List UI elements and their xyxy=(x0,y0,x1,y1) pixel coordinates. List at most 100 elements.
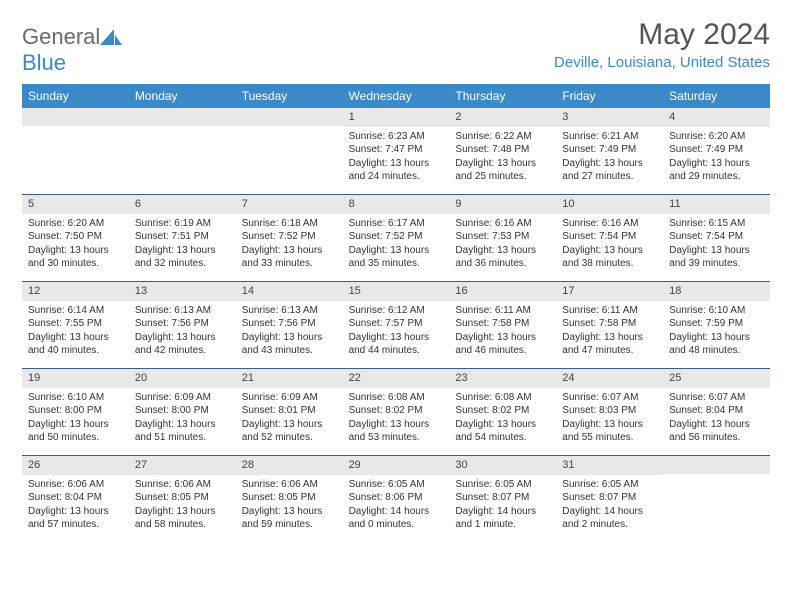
calendar-cell: 7Sunrise: 6:18 AMSunset: 7:52 PMDaylight… xyxy=(236,195,343,281)
calendar: SundayMondayTuesdayWednesdayThursdayFrid… xyxy=(22,84,770,542)
day-details: Sunrise: 6:12 AMSunset: 7:57 PMDaylight:… xyxy=(343,301,450,362)
day-details: Sunrise: 6:05 AMSunset: 8:06 PMDaylight:… xyxy=(343,475,450,536)
day-details: Sunrise: 6:21 AMSunset: 7:49 PMDaylight:… xyxy=(556,127,663,188)
weekday-header: Friday xyxy=(556,84,663,108)
calendar-week-row: 26Sunrise: 6:06 AMSunset: 8:04 PMDayligh… xyxy=(22,455,770,542)
day-details: Sunrise: 6:14 AMSunset: 7:55 PMDaylight:… xyxy=(22,301,129,362)
calendar-cell: 30Sunrise: 6:05 AMSunset: 8:07 PMDayligh… xyxy=(449,456,556,542)
calendar-cell: 20Sunrise: 6:09 AMSunset: 8:00 PMDayligh… xyxy=(129,369,236,455)
weekday-header: Thursday xyxy=(449,84,556,108)
day-number: 6 xyxy=(129,195,236,214)
day-number: 3 xyxy=(556,108,663,127)
day-details: Sunrise: 6:11 AMSunset: 7:58 PMDaylight:… xyxy=(449,301,556,362)
day-number: 5 xyxy=(22,195,129,214)
weekday-header: Tuesday xyxy=(236,84,343,108)
day-number: 29 xyxy=(343,456,450,475)
day-details: Sunrise: 6:20 AMSunset: 7:50 PMDaylight:… xyxy=(22,214,129,275)
day-details: Sunrise: 6:06 AMSunset: 8:05 PMDaylight:… xyxy=(129,475,236,536)
day-number: 31 xyxy=(556,456,663,475)
calendar-cell-empty xyxy=(129,108,236,194)
calendar-cell: 28Sunrise: 6:06 AMSunset: 8:05 PMDayligh… xyxy=(236,456,343,542)
calendar-cell: 6Sunrise: 6:19 AMSunset: 7:51 PMDaylight… xyxy=(129,195,236,281)
day-details xyxy=(129,126,236,186)
calendar-cell-empty xyxy=(22,108,129,194)
day-details: Sunrise: 6:15 AMSunset: 7:54 PMDaylight:… xyxy=(663,214,770,275)
day-number: 13 xyxy=(129,282,236,301)
day-number: 7 xyxy=(236,195,343,214)
calendar-cell: 4Sunrise: 6:20 AMSunset: 7:49 PMDaylight… xyxy=(663,108,770,194)
calendar-cell-empty xyxy=(663,456,770,542)
title-block: May 2024 Deville, Louisiana, United Stat… xyxy=(554,18,770,71)
calendar-cell: 15Sunrise: 6:12 AMSunset: 7:57 PMDayligh… xyxy=(343,282,450,368)
logo-sail-icon xyxy=(100,29,122,47)
calendar-week-row: 1Sunrise: 6:23 AMSunset: 7:47 PMDaylight… xyxy=(22,108,770,194)
day-number: 24 xyxy=(556,369,663,388)
day-number: 10 xyxy=(556,195,663,214)
day-number: 20 xyxy=(129,369,236,388)
day-number: 2 xyxy=(449,108,556,127)
day-details: Sunrise: 6:08 AMSunset: 8:02 PMDaylight:… xyxy=(343,388,450,449)
calendar-cell: 1Sunrise: 6:23 AMSunset: 7:47 PMDaylight… xyxy=(343,108,450,194)
day-number: 28 xyxy=(236,456,343,475)
calendar-cell: 16Sunrise: 6:11 AMSunset: 7:58 PMDayligh… xyxy=(449,282,556,368)
calendar-cell: 22Sunrise: 6:08 AMSunset: 8:02 PMDayligh… xyxy=(343,369,450,455)
day-number: 25 xyxy=(663,369,770,388)
calendar-cell: 31Sunrise: 6:05 AMSunset: 8:07 PMDayligh… xyxy=(556,456,663,542)
day-number: 21 xyxy=(236,369,343,388)
calendar-week-row: 12Sunrise: 6:14 AMSunset: 7:55 PMDayligh… xyxy=(22,281,770,368)
day-details: Sunrise: 6:19 AMSunset: 7:51 PMDaylight:… xyxy=(129,214,236,275)
day-details xyxy=(236,126,343,186)
day-number: 12 xyxy=(22,282,129,301)
day-details: Sunrise: 6:18 AMSunset: 7:52 PMDaylight:… xyxy=(236,214,343,275)
location-text: Deville, Louisiana, United States xyxy=(554,54,770,71)
calendar-cell: 10Sunrise: 6:16 AMSunset: 7:54 PMDayligh… xyxy=(556,195,663,281)
day-details xyxy=(663,474,770,534)
day-details: Sunrise: 6:05 AMSunset: 8:07 PMDaylight:… xyxy=(556,475,663,536)
day-number: 8 xyxy=(343,195,450,214)
month-title: May 2024 xyxy=(554,18,770,52)
calendar-cell: 8Sunrise: 6:17 AMSunset: 7:52 PMDaylight… xyxy=(343,195,450,281)
day-details: Sunrise: 6:10 AMSunset: 8:00 PMDaylight:… xyxy=(22,388,129,449)
day-details: Sunrise: 6:16 AMSunset: 7:53 PMDaylight:… xyxy=(449,214,556,275)
calendar-cell: 17Sunrise: 6:11 AMSunset: 7:58 PMDayligh… xyxy=(556,282,663,368)
day-number: 19 xyxy=(22,369,129,388)
day-number: 23 xyxy=(449,369,556,388)
day-number: 11 xyxy=(663,195,770,214)
calendar-cell: 24Sunrise: 6:07 AMSunset: 8:03 PMDayligh… xyxy=(556,369,663,455)
day-details: Sunrise: 6:09 AMSunset: 8:00 PMDaylight:… xyxy=(129,388,236,449)
logo-text-part2: Blue xyxy=(22,50,66,75)
day-details: Sunrise: 6:06 AMSunset: 8:05 PMDaylight:… xyxy=(236,475,343,536)
logo: General Blue xyxy=(22,18,122,76)
day-number: 4 xyxy=(663,108,770,127)
day-number xyxy=(663,456,770,474)
day-number: 17 xyxy=(556,282,663,301)
day-number xyxy=(236,108,343,126)
weekday-header: Wednesday xyxy=(343,84,450,108)
day-number: 27 xyxy=(129,456,236,475)
day-number: 18 xyxy=(663,282,770,301)
calendar-cell: 3Sunrise: 6:21 AMSunset: 7:49 PMDaylight… xyxy=(556,108,663,194)
day-details: Sunrise: 6:05 AMSunset: 8:07 PMDaylight:… xyxy=(449,475,556,536)
day-number: 30 xyxy=(449,456,556,475)
day-details: Sunrise: 6:10 AMSunset: 7:59 PMDaylight:… xyxy=(663,301,770,362)
calendar-cell: 14Sunrise: 6:13 AMSunset: 7:56 PMDayligh… xyxy=(236,282,343,368)
header: General Blue May 2024 Deville, Louisiana… xyxy=(22,18,770,76)
calendar-cell: 12Sunrise: 6:14 AMSunset: 7:55 PMDayligh… xyxy=(22,282,129,368)
day-number: 26 xyxy=(22,456,129,475)
day-number: 22 xyxy=(343,369,450,388)
day-details: Sunrise: 6:11 AMSunset: 7:58 PMDaylight:… xyxy=(556,301,663,362)
weekday-header: Monday xyxy=(129,84,236,108)
calendar-cell: 25Sunrise: 6:07 AMSunset: 8:04 PMDayligh… xyxy=(663,369,770,455)
day-details: Sunrise: 6:16 AMSunset: 7:54 PMDaylight:… xyxy=(556,214,663,275)
day-number xyxy=(22,108,129,126)
calendar-cell: 18Sunrise: 6:10 AMSunset: 7:59 PMDayligh… xyxy=(663,282,770,368)
calendar-body: 1Sunrise: 6:23 AMSunset: 7:47 PMDaylight… xyxy=(22,108,770,542)
day-number: 16 xyxy=(449,282,556,301)
calendar-cell-empty xyxy=(236,108,343,194)
weekday-header: Saturday xyxy=(663,84,770,108)
day-details: Sunrise: 6:22 AMSunset: 7:48 PMDaylight:… xyxy=(449,127,556,188)
day-details: Sunrise: 6:23 AMSunset: 7:47 PMDaylight:… xyxy=(343,127,450,188)
day-number xyxy=(129,108,236,126)
calendar-cell: 19Sunrise: 6:10 AMSunset: 8:00 PMDayligh… xyxy=(22,369,129,455)
calendar-week-row: 19Sunrise: 6:10 AMSunset: 8:00 PMDayligh… xyxy=(22,368,770,455)
